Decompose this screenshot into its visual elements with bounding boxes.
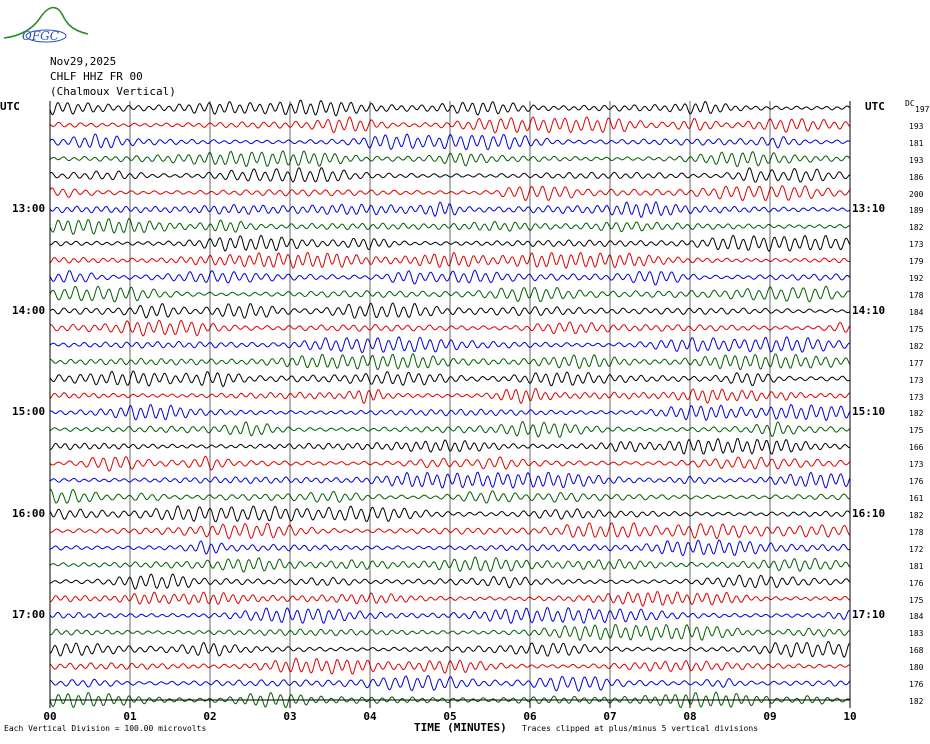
x-tick-label-07: 07 <box>603 710 617 723</box>
dc-value: 173 <box>909 240 924 250</box>
dc-value: 176 <box>909 477 924 487</box>
dc-value: 178 <box>909 291 924 301</box>
dc-value: 181 <box>909 561 924 571</box>
dc-value: 176 <box>909 578 924 588</box>
dc-value: 175 <box>909 595 924 605</box>
dc-value: 181 <box>909 138 924 148</box>
x-tick-label-00: 00 <box>43 710 57 723</box>
left-time-label: 15:00 <box>12 405 46 419</box>
time-grid <box>49 101 851 708</box>
dc-title: DC <box>905 99 915 108</box>
dc-value: 179 <box>909 257 924 267</box>
logo-text: OFGC <box>22 29 59 43</box>
x-tick-label-06: 06 <box>523 710 537 723</box>
x-tick-label-08: 08 <box>683 710 697 723</box>
station-name-label: (Chalmoux Vertical) <box>50 85 176 98</box>
dc-value: 200 <box>909 189 924 199</box>
x-tick-label-09: 09 <box>763 710 777 723</box>
right-time-label: 15:10 <box>852 405 886 419</box>
dc-value: 186 <box>909 172 924 182</box>
dc-value: 176 <box>909 680 924 690</box>
right-time-label: 16:10 <box>852 506 886 520</box>
right-utc-title: UTC <box>865 100 885 113</box>
dc-value: 175 <box>909 426 924 436</box>
dc-value: 183 <box>909 629 924 639</box>
left-utc-title: UTC <box>0 100 20 113</box>
right-time-label: 14:10 <box>852 303 886 317</box>
x-tick-label-03: 03 <box>283 710 297 723</box>
dc-value: 175 <box>909 324 924 334</box>
dc-value: 168 <box>909 646 924 656</box>
dc-value: 173 <box>909 375 924 385</box>
dc-value: 172 <box>909 544 924 554</box>
dc-value: 166 <box>909 443 924 453</box>
x-tick-label-10: 10 <box>843 710 857 723</box>
left-time-label: 17:00 <box>12 608 46 622</box>
x-tick-label-02: 02 <box>203 710 217 723</box>
dc-value: 182 <box>909 409 924 419</box>
dc-value: 178 <box>909 527 924 537</box>
x-tick-label-04: 04 <box>363 710 377 723</box>
dc-value: 193 <box>909 155 924 165</box>
x-axis-label: TIME (MINUTES) <box>414 721 507 734</box>
x-tick-label-01: 01 <box>123 710 137 723</box>
ofgc-logo: OFGC <box>3 6 89 43</box>
dc-value: 184 <box>909 612 924 622</box>
dc-value: 180 <box>909 663 924 673</box>
left-time-label: 16:00 <box>12 506 46 520</box>
left-time-label: 14:00 <box>12 303 46 317</box>
dc-value: 197 <box>915 105 930 114</box>
footer-clip-note: Traces clipped at plus/minus 5 vertical … <box>522 724 759 733</box>
dc-value: 182 <box>909 697 924 706</box>
dc-value: 173 <box>909 460 924 470</box>
dc-value: 192 <box>909 274 924 284</box>
date-label: Nov29,2025 <box>50 55 117 68</box>
right-time-label: 17:10 <box>852 608 886 622</box>
dc-value: 182 <box>909 223 924 233</box>
x-tick-label-05: 05 <box>443 710 457 723</box>
dc-value: 189 <box>909 206 924 216</box>
station-label: CHLF HHZ FR 00 <box>50 70 143 83</box>
dc-value: 182 <box>909 341 924 351</box>
dc-value: 177 <box>909 358 924 368</box>
dc-value: 161 <box>909 494 924 504</box>
left-time-label: 13:00 <box>12 202 46 216</box>
dc-value: 184 <box>909 307 924 317</box>
footer-scale-note: Each Vertical Division = 100.00 microvol… <box>4 724 207 733</box>
dc-value: 182 <box>909 510 924 520</box>
right-time-label: 13:10 <box>852 202 886 216</box>
dc-value: 193 <box>909 121 924 131</box>
dc-value: 173 <box>909 392 924 402</box>
